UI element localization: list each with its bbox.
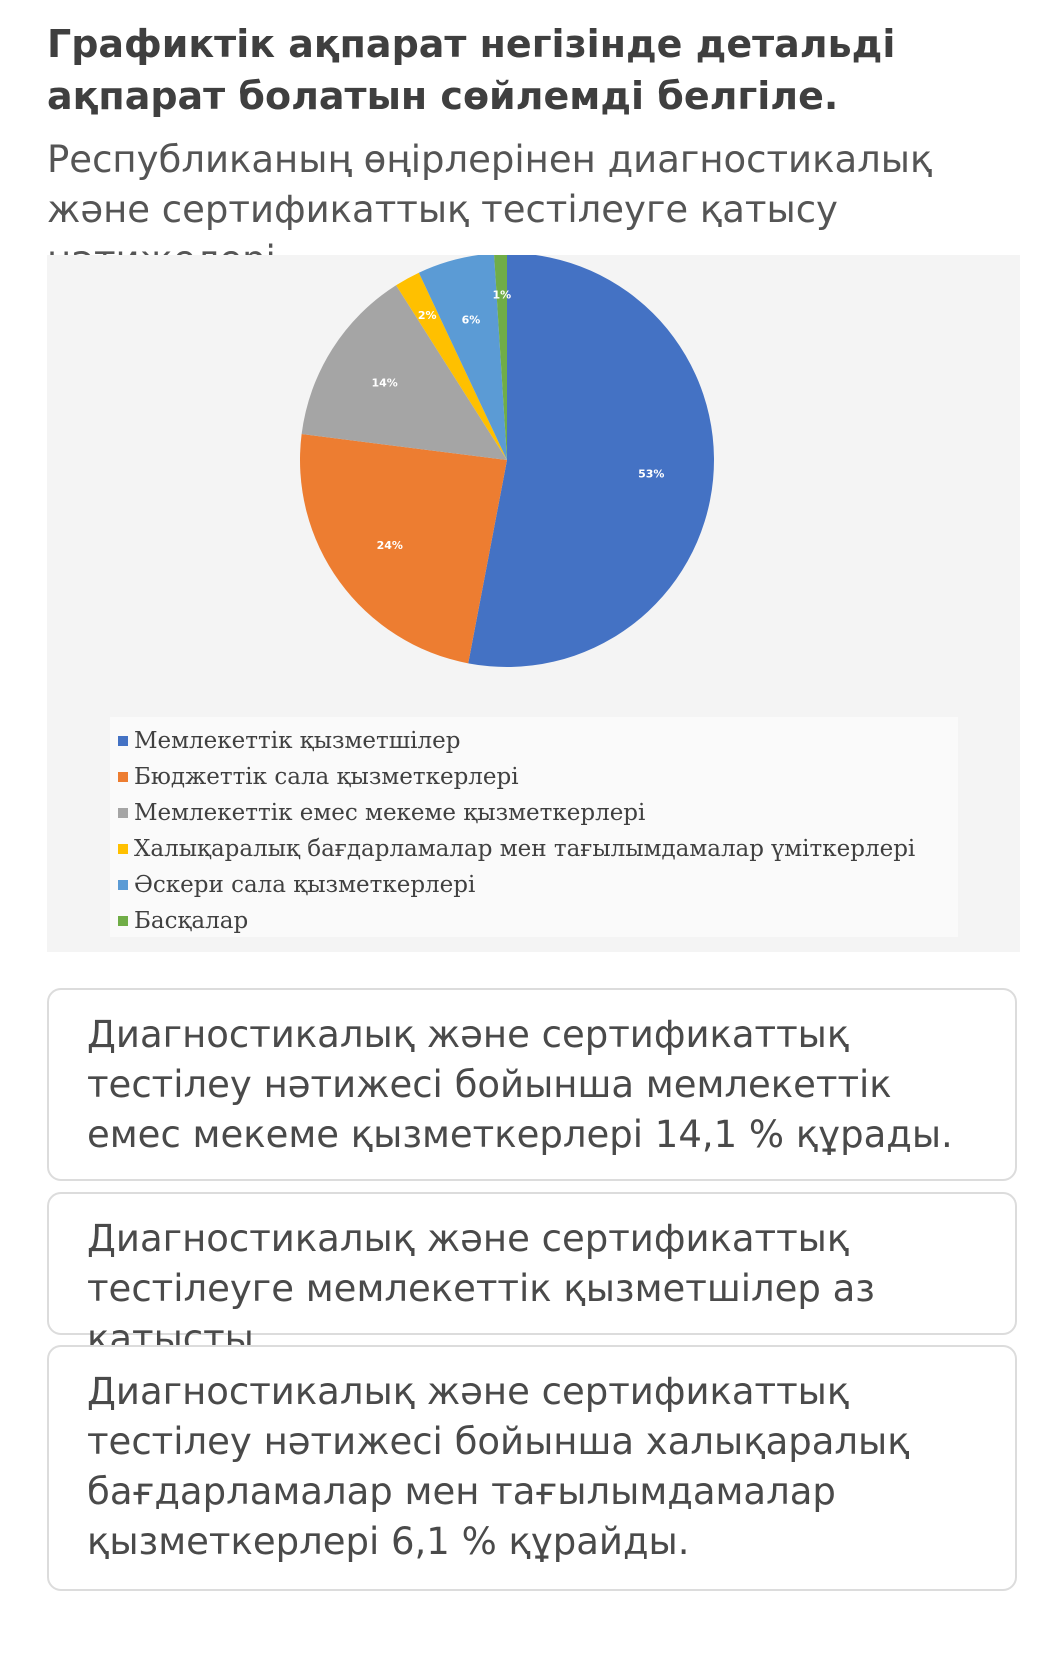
legend-label-6: Басқалар xyxy=(134,908,249,934)
legend-swatch-4 xyxy=(118,844,128,854)
chart-legend: Мемлекеттік қызметшілер Бюджеттік сала қы… xyxy=(110,717,958,937)
question-title: Графиктік ақпарат негізінде детальді ақп… xyxy=(47,22,896,118)
legend-label-1: Мемлекеттік қызметшілер xyxy=(134,728,461,754)
pie-label-4: 2% xyxy=(418,309,437,322)
pie-label-2: 24% xyxy=(377,539,403,552)
legend-swatch-1 xyxy=(118,736,128,746)
pie-label-6: 1% xyxy=(492,288,511,301)
pie-label-3: 14% xyxy=(371,376,397,389)
legend-label-4: Халықаралық бағдарламалар мен тағылымдам… xyxy=(134,836,916,862)
legend-item-5: Әскери сала қызметкерлері xyxy=(118,867,958,903)
legend-item-4: Халықаралық бағдарламалар мен тағылымдам… xyxy=(118,831,958,867)
pie-slice-2 xyxy=(300,434,507,664)
legend-item-1: Мемлекеттік қызметшілер xyxy=(118,723,958,759)
legend-swatch-6 xyxy=(118,916,128,926)
pie-label-5: 6% xyxy=(462,314,481,327)
answer-option-3[interactable]: Диагностикалық және сертификаттық тестіл… xyxy=(47,1345,1017,1591)
legend-item-3: Мемлекеттік емес мекеме қызметкерлері xyxy=(118,795,958,831)
pie-slice-5 xyxy=(418,255,507,460)
legend-item-6: Басқалар xyxy=(118,903,958,939)
legend-label-2: Бюджеттік сала қызметкерлері xyxy=(134,764,519,790)
pie-chart-panel: 53% 24% 14% 2% 6% 1% Мемлекеттік қызметшілер Б… xyxy=(47,255,1020,952)
legend-label-3: Мемлекеттік емес мекеме қызметкерлері xyxy=(134,800,646,826)
pie-label-1: 53% xyxy=(638,468,664,481)
pie-slice-1 xyxy=(468,255,714,667)
pie-slice-3 xyxy=(301,285,507,460)
legend-item-2: Бюджеттік сала қызметкерлері xyxy=(118,759,958,795)
pie-slice-6 xyxy=(494,255,507,460)
legend-swatch-3 xyxy=(118,808,128,818)
pie-slice-4 xyxy=(396,272,507,460)
legend-swatch-2 xyxy=(118,772,128,782)
answer-option-2[interactable]: Диагностикалық және сертификаттық тестіл… xyxy=(47,1192,1017,1360)
legend-label-5: Әскери сала қызметкерлері xyxy=(134,872,476,898)
answer-option-1[interactable]: Диагностикалық және сертификаттық тестіл… xyxy=(47,988,1017,1181)
legend-swatch-5 xyxy=(118,880,128,890)
pie-chart: 53% 24% 14% 2% 6% 1% xyxy=(300,255,714,667)
chart-subtitle: Республиканың өңірлерінен диагностикалық… xyxy=(47,138,933,281)
